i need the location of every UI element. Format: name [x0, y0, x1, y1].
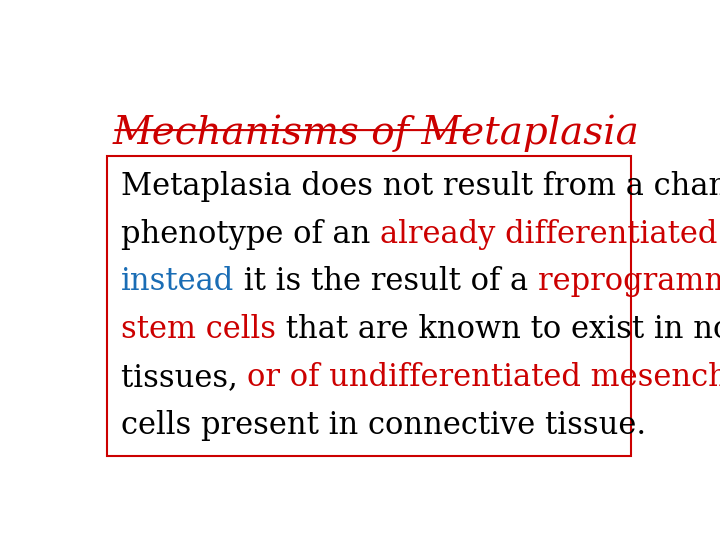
- Text: it is the result of a: it is the result of a: [234, 266, 538, 298]
- FancyBboxPatch shape: [107, 156, 631, 456]
- Text: instead: instead: [121, 266, 234, 298]
- Text: stem cells: stem cells: [121, 314, 276, 345]
- Text: Metaplasia does not result from a change in the: Metaplasia does not result from a change…: [121, 171, 720, 202]
- Text: cells present in connective tissue.: cells present in connective tissue.: [121, 410, 646, 441]
- Text: phenotype of an: phenotype of an: [121, 219, 380, 249]
- Text: that are known to exist in normal: that are known to exist in normal: [276, 314, 720, 345]
- Text: Mechanisms of Metaplasia: Mechanisms of Metaplasia: [112, 114, 639, 152]
- Text: already differentiated cell type;: already differentiated cell type;: [380, 219, 720, 249]
- Text: tissues,: tissues,: [121, 362, 247, 393]
- Text: reprogramming of: reprogramming of: [538, 266, 720, 298]
- Text: or of undifferentiated mesenchymal: or of undifferentiated mesenchymal: [247, 362, 720, 393]
